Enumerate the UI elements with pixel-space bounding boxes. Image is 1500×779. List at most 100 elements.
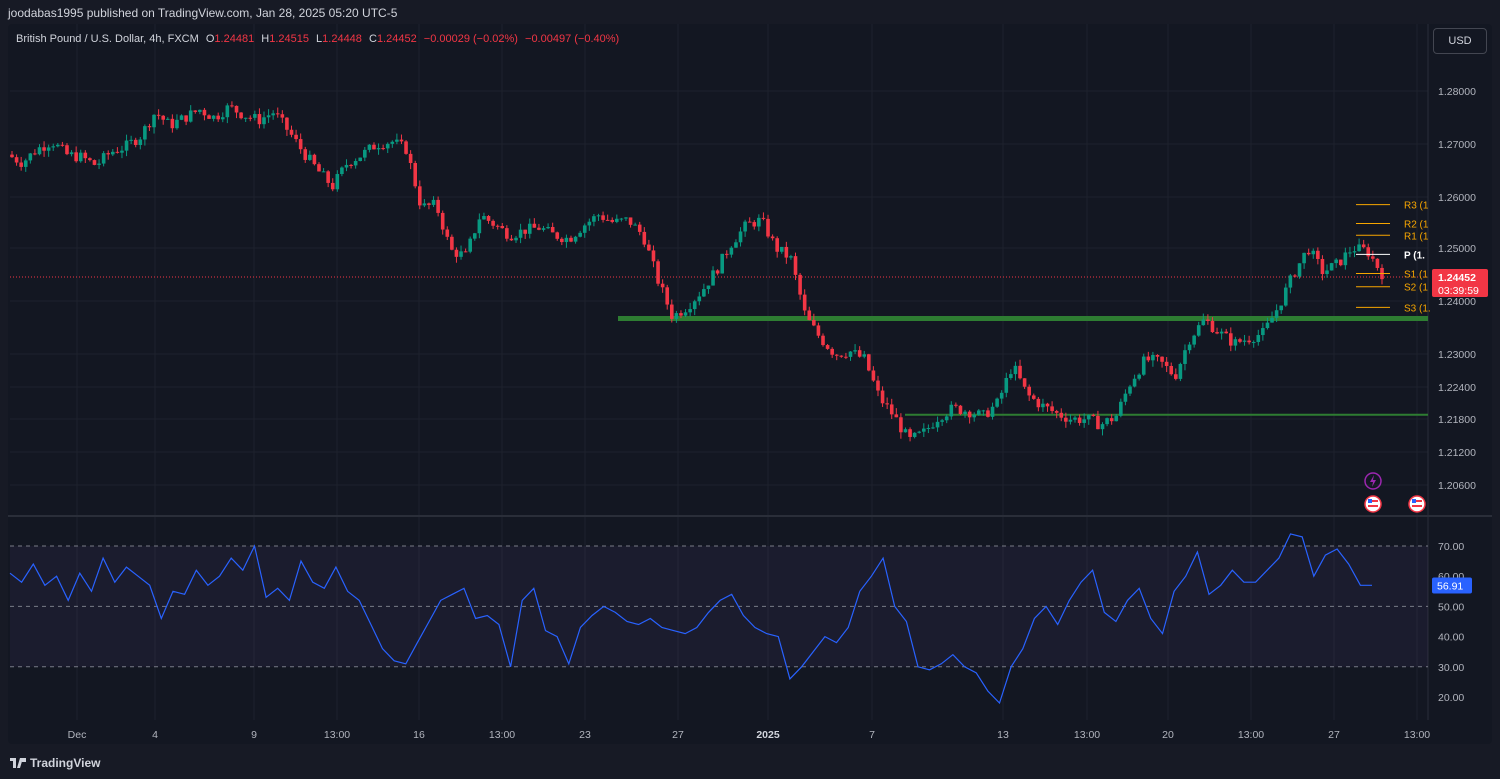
candle: [720, 253, 725, 274]
candle-body: [560, 238, 564, 243]
candle-body: [647, 244, 651, 251]
candle: [285, 117, 289, 136]
candle-body: [408, 153, 413, 164]
candle: [106, 150, 111, 160]
candle: [83, 150, 88, 164]
time-tick-label: 13:00: [324, 729, 350, 741]
candle-body: [188, 110, 193, 122]
candle-body: [1210, 320, 1215, 333]
candle: [326, 170, 330, 188]
candle: [830, 347, 834, 358]
candle-body: [610, 219, 615, 222]
candle: [138, 136, 143, 150]
candle: [555, 231, 560, 241]
candle: [289, 125, 294, 138]
candle: [482, 212, 486, 220]
candle: [1210, 317, 1215, 333]
candle-body: [908, 429, 912, 437]
candle: [1228, 327, 1233, 352]
time-tick-label: 9: [251, 729, 257, 741]
symbol-legend: British Pound / U.S. Dollar, 4h, FXCM O1…: [16, 33, 619, 45]
candle-body: [1141, 356, 1146, 375]
candle-body: [642, 231, 647, 245]
candle: [610, 217, 615, 224]
candle: [807, 306, 812, 321]
candle-body: [486, 216, 491, 221]
candle: [816, 322, 821, 339]
candle: [537, 223, 541, 231]
candle: [1233, 336, 1238, 351]
brand-name: TradingView: [30, 756, 101, 770]
candle: [1059, 408, 1064, 422]
candle: [1297, 263, 1302, 279]
candle-body: [660, 283, 665, 288]
candle-body: [899, 417, 903, 433]
candle-body: [628, 217, 633, 225]
candle-body: [450, 236, 454, 250]
candle-body: [972, 414, 977, 418]
candle: [161, 114, 166, 125]
candle-body: [1178, 363, 1183, 379]
candle: [509, 234, 514, 241]
candle-body: [459, 251, 463, 257]
candle-body: [1123, 393, 1128, 402]
candle: [500, 222, 505, 229]
candle-body: [885, 403, 889, 405]
pivot-label: R1 (1: [1404, 231, 1429, 242]
candle: [275, 107, 280, 118]
currency-button[interactable]: USD: [1433, 28, 1487, 54]
candle: [734, 239, 738, 248]
time-tick-label: Dec: [68, 729, 87, 741]
candle-body: [683, 312, 688, 316]
candle: [967, 410, 972, 424]
candle-body: [1261, 328, 1265, 336]
price-tick-label: 1.21200: [1438, 447, 1476, 459]
candle: [1119, 398, 1123, 418]
candle: [596, 213, 601, 221]
candle-body: [367, 144, 372, 150]
time-tick-label: 13:00: [1238, 729, 1264, 741]
candle-body: [807, 310, 812, 321]
candle: [1036, 396, 1041, 412]
candle-body: [958, 405, 963, 415]
candle: [798, 273, 802, 300]
candle-body: [546, 227, 550, 229]
candle-body: [211, 115, 216, 119]
time-tick-label: 27: [1328, 729, 1340, 741]
candle: [1141, 353, 1146, 376]
candle: [1380, 264, 1384, 285]
candle-body: [207, 115, 211, 119]
candle-body: [340, 167, 344, 175]
candle-body: [1151, 354, 1155, 361]
candle: [1288, 273, 1293, 294]
candle: [963, 409, 967, 418]
tradingview-logo[interactable]: TradingView: [10, 756, 100, 770]
candle: [582, 223, 587, 238]
candle-body: [995, 398, 999, 407]
candle-body: [495, 225, 500, 227]
candle-body: [889, 404, 894, 415]
candle: [152, 114, 156, 134]
candle-body: [1045, 403, 1050, 407]
candle-body: [243, 117, 248, 119]
candle-body: [1128, 386, 1132, 394]
candle-body: [1082, 419, 1086, 423]
candle: [234, 105, 239, 119]
candle: [541, 225, 546, 232]
candle: [399, 134, 404, 145]
candle: [69, 150, 74, 157]
candle-body: [193, 110, 198, 112]
candle-body: [876, 380, 880, 391]
candle: [976, 409, 981, 416]
candle: [14, 154, 19, 166]
pivot-label: R2 (1: [1404, 220, 1429, 231]
candle: [450, 234, 454, 251]
candle-body: [280, 114, 285, 118]
candle: [431, 196, 436, 207]
candle: [340, 166, 344, 177]
candle: [10, 151, 14, 158]
candle-body: [1022, 378, 1027, 387]
candle-body: [720, 253, 725, 274]
candle: [1068, 414, 1073, 425]
